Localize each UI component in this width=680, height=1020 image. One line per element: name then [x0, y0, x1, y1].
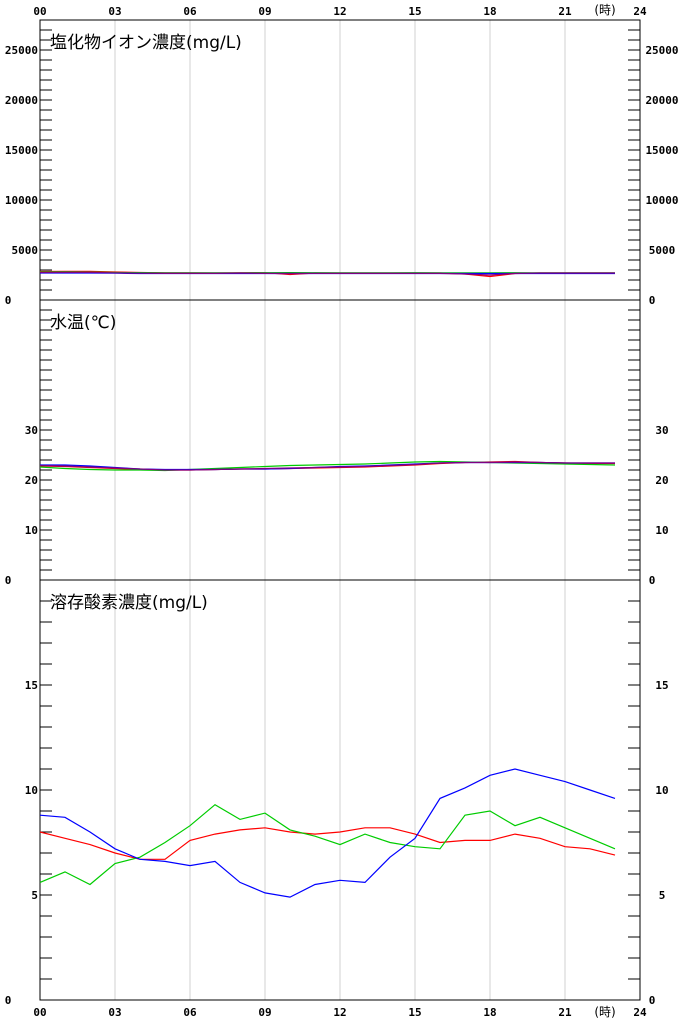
top-hour-tick-label: 00 [33, 5, 46, 18]
left-y-tick-label: 5 [31, 889, 38, 902]
bottom-hour-tick-label: 03 [108, 1006, 121, 1019]
series-line-3 [39, 768, 616, 898]
top-hour-tick-label: 09 [258, 5, 271, 18]
top-hour-tick-label: 06 [183, 5, 197, 18]
left-y-tick-label: 15 [25, 679, 38, 692]
right-y-tick-label: 10000 [645, 194, 678, 207]
bottom-hour-tick-label: 09 [258, 1006, 271, 1019]
left-y-tick-label: 10 [25, 524, 38, 537]
left-y-tick-label: 0 [5, 994, 12, 1007]
panel-title: 水温(℃) [50, 313, 116, 333]
right-y-tick-label: 0 [649, 574, 656, 587]
right-y-tick-label: 5000 [649, 244, 676, 257]
right-y-tick-label: 20 [655, 474, 668, 487]
top-hour-tick-label: 18 [483, 5, 496, 18]
right-y-tick-label: 30 [655, 424, 668, 437]
bottom-hour-tick-label: 15 [408, 1006, 421, 1019]
top-hour-tick-label: 12 [333, 5, 346, 18]
series-line-4 [39, 461, 615, 471]
left-y-tick-label: 10000 [5, 194, 38, 207]
right-y-tick-label: 20000 [645, 94, 678, 107]
bottom-hour-unit: (時) [594, 1005, 615, 1019]
bottom-hour-tick-label: 06 [183, 1006, 197, 1019]
left-y-tick-label: 30 [25, 424, 38, 437]
right-y-tick-label: 10 [655, 524, 668, 537]
top-hour-tick-label: 15 [408, 5, 421, 18]
series-line-1 [39, 827, 616, 860]
right-y-tick-label: 25000 [645, 44, 678, 57]
panel-title: 塩化物イオン濃度(mg/L) [50, 33, 242, 53]
bottom-hour-tick-label: 12 [333, 1006, 346, 1019]
top-hour-tick-label: 24 [633, 5, 647, 18]
right-y-tick-label: 15 [655, 679, 668, 692]
top-hour-unit: (時) [594, 3, 615, 17]
left-y-tick-label: 20000 [5, 94, 38, 107]
right-y-tick-label: 15000 [645, 144, 678, 157]
panel-title: 溶存酸素濃度(mg/L) [50, 593, 208, 613]
left-y-tick-label: 0 [5, 574, 12, 587]
right-y-tick-label: 0 [649, 294, 656, 307]
right-y-tick-label: 0 [649, 994, 656, 1007]
bottom-hour-tick-label: 21 [558, 1006, 572, 1019]
top-hour-tick-label: 03 [108, 5, 121, 18]
series-line-4 [39, 271, 615, 276]
right-y-tick-label: 10 [655, 784, 668, 797]
left-y-tick-label: 10 [25, 784, 38, 797]
top-hour-tick-label: 21 [558, 5, 572, 18]
left-y-tick-label: 20 [25, 474, 38, 487]
left-y-tick-label: 0 [5, 294, 12, 307]
left-y-tick-label: 25000 [5, 44, 38, 57]
left-y-tick-label: 15000 [5, 144, 38, 157]
series-line-2 [39, 803, 616, 886]
bottom-hour-tick-label: 24 [633, 1006, 647, 1019]
bottom-hour-tick-label: 18 [483, 1006, 496, 1019]
right-y-tick-label: 5 [659, 889, 666, 902]
left-y-tick-label: 5000 [12, 244, 39, 257]
bottom-hour-tick-label: 00 [33, 1006, 46, 1019]
